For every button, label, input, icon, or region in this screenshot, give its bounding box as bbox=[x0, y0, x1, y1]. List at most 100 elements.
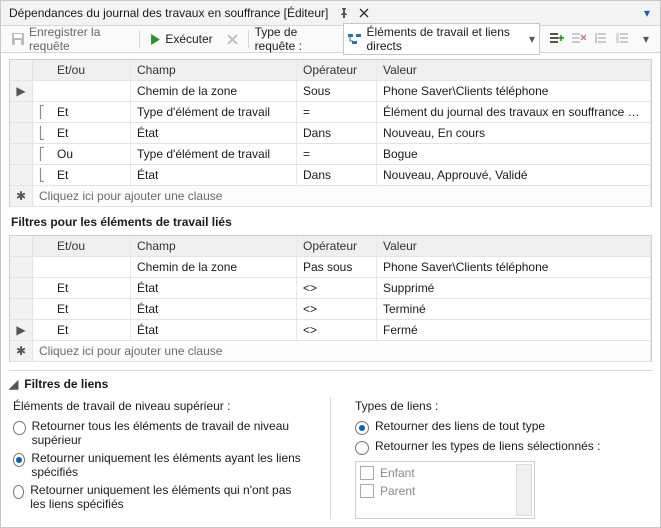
link-filters-section: ◢ Filtres de liens Éléments de travail d… bbox=[9, 370, 652, 519]
clause-row[interactable]: EtÉtat<>Supprimé bbox=[10, 278, 651, 299]
cell-val[interactable]: Phone Saver\Clients téléphone bbox=[377, 81, 651, 101]
cell-andor[interactable]: Et bbox=[51, 123, 131, 143]
cell-val[interactable]: Fermé bbox=[377, 320, 651, 340]
radio-label: Retourner tous les éléments de travail d… bbox=[32, 419, 306, 447]
clause-row[interactable]: ▶Chemin de la zoneSousPhone Saver\Client… bbox=[10, 81, 651, 102]
add-clause-label: Cliquez ici pour ajouter une clause bbox=[33, 341, 651, 361]
radio-return-with-links[interactable]: Retourner uniquement les éléments ayant … bbox=[13, 451, 306, 479]
add-clause-icon[interactable] bbox=[550, 32, 566, 46]
link-type-label: Parent bbox=[380, 484, 415, 498]
cell-val[interactable]: Bogue bbox=[377, 144, 651, 164]
cell-field[interactable]: Chemin de la zone bbox=[131, 257, 297, 277]
cell-andor[interactable]: Et bbox=[51, 299, 131, 319]
cell-andor[interactable]: Et bbox=[51, 320, 131, 340]
cell-op[interactable]: Pas sous bbox=[297, 257, 377, 277]
clause-row[interactable]: ⎣EtÉtatDansNouveau, Approuvé, Validé bbox=[10, 165, 651, 186]
pin-icon[interactable] bbox=[336, 5, 352, 21]
cell-op[interactable]: <> bbox=[297, 299, 377, 319]
new-row-icon: ✱ bbox=[10, 341, 33, 361]
radio-return-all[interactable]: Retourner tous les éléments de travail d… bbox=[13, 419, 306, 447]
add-clause-row[interactable]: ✱ Cliquez ici pour ajouter une clause bbox=[10, 341, 651, 362]
group-bracket: ⎡ bbox=[33, 102, 51, 122]
cell-andor[interactable]: Ou bbox=[51, 144, 131, 164]
col-val: Valeur bbox=[377, 236, 651, 256]
group-bracket bbox=[33, 81, 51, 101]
cell-val[interactable]: Nouveau, En cours bbox=[377, 123, 651, 143]
stop-button[interactable] bbox=[223, 32, 242, 47]
close-icon[interactable] bbox=[356, 5, 372, 21]
cell-val[interactable]: Phone Saver\Clients téléphone bbox=[377, 257, 651, 277]
toolbar-icon-group: ▾ bbox=[550, 32, 654, 46]
cell-andor[interactable]: Et bbox=[51, 102, 131, 122]
clause-row[interactable]: EtÉtat<>Terminé bbox=[10, 299, 651, 320]
col-andor: Et/ou bbox=[51, 236, 131, 256]
new-row-icon: ✱ bbox=[10, 186, 33, 206]
cell-andor[interactable]: Et bbox=[51, 165, 131, 185]
radio-links-any-type[interactable]: Retourner des liens de tout type bbox=[355, 419, 648, 435]
link-filters-header[interactable]: ◢ Filtres de liens bbox=[9, 377, 652, 391]
cell-field[interactable]: Type d'élément de travail bbox=[131, 102, 297, 122]
cell-op[interactable]: <> bbox=[297, 320, 377, 340]
checkbox-icon bbox=[360, 484, 374, 498]
col-andor: Et/ou bbox=[51, 60, 131, 80]
cell-andor[interactable] bbox=[51, 81, 131, 101]
play-icon bbox=[150, 34, 161, 45]
cell-op[interactable]: Dans bbox=[297, 123, 377, 143]
run-query-button[interactable]: Exécuter bbox=[146, 30, 216, 48]
group-clauses-icon[interactable] bbox=[594, 32, 610, 46]
save-query-button[interactable]: Enregistrer la requête bbox=[7, 23, 133, 55]
col-op: Opérateur bbox=[297, 60, 377, 80]
clause-row[interactable]: ⎣EtÉtatDansNouveau, En cours bbox=[10, 123, 651, 144]
link-type-label: Enfant bbox=[380, 466, 415, 480]
top-level-filter-col: Éléments de travail de niveau supérieur … bbox=[13, 397, 306, 519]
clause-row[interactable]: ⎡EtType d'élément de travail=Élément du … bbox=[10, 102, 651, 123]
run-query-label: Exécuter bbox=[165, 32, 212, 46]
clause-row[interactable]: Chemin de la zonePas sousPhone Saver\Cli… bbox=[10, 257, 651, 278]
cell-val[interactable]: Terminé bbox=[377, 299, 651, 319]
cell-val[interactable]: Nouveau, Approuvé, Validé bbox=[377, 165, 651, 185]
remove-clause-icon[interactable] bbox=[572, 32, 588, 46]
linked-filters-label: Filtres pour les éléments de travail lié… bbox=[11, 215, 652, 229]
group-bracket: ⎣ bbox=[33, 123, 51, 143]
grid-header: Et/ou Champ Opérateur Valeur bbox=[10, 236, 651, 257]
row-handle bbox=[10, 257, 33, 277]
cell-field[interactable]: Chemin de la zone bbox=[131, 81, 297, 101]
top-level-label: Éléments de travail de niveau supérieur … bbox=[13, 399, 306, 413]
editor-content: Et/ou Champ Opérateur Valeur ▶Chemin de … bbox=[1, 53, 660, 527]
cell-field[interactable]: État bbox=[131, 165, 297, 185]
cell-field[interactable]: État bbox=[131, 299, 297, 319]
cell-val[interactable]: Supprimé bbox=[377, 278, 651, 298]
col-op: Opérateur bbox=[297, 236, 377, 256]
cell-op[interactable]: = bbox=[297, 102, 377, 122]
chevron-down-icon: ▾ bbox=[529, 32, 535, 46]
ungroup-clauses-icon[interactable] bbox=[616, 32, 632, 46]
cell-field[interactable]: État bbox=[131, 320, 297, 340]
cell-op[interactable]: <> bbox=[297, 278, 377, 298]
cell-op[interactable]: Dans bbox=[297, 165, 377, 185]
scrollbar[interactable] bbox=[516, 464, 532, 516]
checkbox-icon bbox=[360, 466, 374, 480]
linked-clauses-grid: Et/ou Champ Opérateur Valeur Chemin de l… bbox=[9, 235, 652, 362]
cell-op[interactable]: = bbox=[297, 144, 377, 164]
cell-field[interactable]: Type d'élément de travail bbox=[131, 144, 297, 164]
cell-andor[interactable]: Et bbox=[51, 278, 131, 298]
link-type-item[interactable]: Enfant bbox=[360, 466, 530, 480]
toolbar: Enregistrer la requête Exécuter Type de … bbox=[1, 26, 660, 53]
radio-links-selected-types[interactable]: Retourner les types de liens sélectionné… bbox=[355, 439, 648, 455]
link-type-icon bbox=[348, 33, 362, 45]
cell-field[interactable]: État bbox=[131, 278, 297, 298]
row-handle bbox=[10, 299, 33, 319]
add-clause-row[interactable]: ✱ Cliquez ici pour ajouter une clause bbox=[10, 186, 651, 207]
radio-return-without-links[interactable]: Retourner uniquement les éléments qui n'… bbox=[13, 483, 306, 511]
link-filters-title: Filtres de liens bbox=[24, 377, 108, 391]
clause-row[interactable]: ⎡OuType d'élément de travail=Bogue bbox=[10, 144, 651, 165]
tab-menu-icon[interactable]: ▾ bbox=[638, 6, 656, 20]
clause-row[interactable]: ▶EtÉtat<>Fermé bbox=[10, 320, 651, 341]
toolbar-overflow-icon[interactable]: ▾ bbox=[638, 32, 654, 46]
query-type-select[interactable]: Éléments de travail et liens directs ▾ bbox=[343, 23, 540, 55]
link-type-item[interactable]: Parent bbox=[360, 484, 530, 498]
cell-val[interactable]: Élément du journal des travaux en souffr… bbox=[377, 102, 651, 122]
cell-field[interactable]: État bbox=[131, 123, 297, 143]
cell-andor[interactable] bbox=[51, 257, 131, 277]
cell-op[interactable]: Sous bbox=[297, 81, 377, 101]
